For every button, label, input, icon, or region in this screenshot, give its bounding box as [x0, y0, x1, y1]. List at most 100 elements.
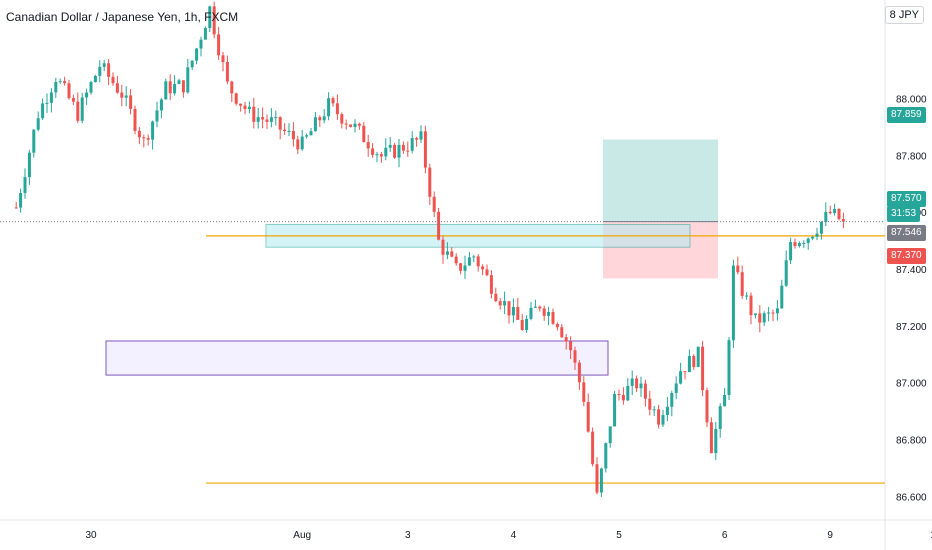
candle-body: [705, 390, 709, 423]
candle-body: [327, 98, 331, 117]
y-tick-label: 87.200: [896, 322, 927, 333]
candle-body: [723, 394, 727, 407]
y-tick-label: 87.000: [896, 379, 927, 390]
candle-body: [287, 130, 291, 132]
candle-body: [643, 383, 647, 399]
candle-body: [129, 95, 133, 109]
candle-body: [212, 6, 216, 35]
candle-body: [529, 307, 533, 319]
y-tick-label: 86.800: [896, 435, 927, 446]
candle-body: [604, 443, 608, 469]
candle-body: [49, 92, 53, 103]
x-tick-label: 30: [85, 530, 97, 541]
candle-body: [626, 385, 630, 401]
candle-body: [621, 395, 625, 401]
candle-body: [423, 131, 427, 168]
candle-body: [362, 125, 366, 143]
y-tick-label: 87.800: [896, 151, 927, 162]
candle-body: [415, 138, 419, 140]
candle-body: [573, 350, 577, 363]
entry-price-tag: 87.546: [887, 225, 926, 241]
candle-body: [124, 95, 128, 98]
candle-body: [432, 196, 436, 212]
candle-body: [58, 81, 62, 83]
candle-body: [793, 242, 797, 247]
candle-body: [586, 401, 590, 432]
candle-body: [753, 313, 757, 316]
candle-body: [718, 406, 722, 429]
stop-price-tag: 87.370: [887, 248, 926, 264]
candle-body: [727, 340, 731, 395]
candle-body: [173, 83, 177, 94]
candle-body: [300, 136, 304, 150]
candle-body: [441, 239, 445, 255]
candle-body: [230, 81, 234, 94]
candle-body: [648, 398, 652, 410]
candle-body: [243, 105, 247, 110]
candle-body: [657, 409, 661, 425]
candle-body: [76, 101, 80, 121]
candle-body: [498, 301, 502, 306]
candle-body: [32, 129, 36, 153]
candle-body: [278, 117, 282, 130]
candle-body: [41, 103, 45, 119]
candle-body: [146, 138, 150, 140]
candle-body: [503, 301, 507, 306]
x-tick-label: 6: [722, 530, 728, 541]
candle-body: [507, 301, 511, 316]
candle-body: [384, 147, 388, 157]
candle-body: [164, 81, 168, 100]
candle-body: [670, 393, 674, 407]
candle-body: [67, 83, 71, 99]
currency-button[interactable]: 8 JPY: [884, 6, 924, 24]
candle-body: [467, 257, 471, 266]
candle-body: [137, 130, 141, 138]
x-tick-label: 5: [616, 530, 622, 541]
candle-body: [296, 139, 300, 150]
candle-body: [797, 243, 801, 247]
candle-body: [815, 233, 819, 237]
candle-body: [437, 211, 441, 240]
candle-body: [269, 117, 273, 122]
support-zone: [105, 340, 609, 376]
candle-body: [599, 468, 603, 493]
candle-body: [195, 48, 199, 61]
candle-body: [283, 129, 287, 131]
candle-body: [353, 123, 357, 127]
current-price-tag: 87.570: [887, 191, 926, 207]
candle-body: [265, 119, 269, 122]
candle-body: [639, 383, 643, 389]
candle-body: [322, 116, 326, 121]
y-tick-label: 86.600: [896, 492, 927, 503]
candle-body: [494, 293, 498, 302]
candle-body: [476, 256, 480, 267]
candle-body: [340, 114, 344, 124]
candle-body: [454, 256, 458, 264]
candle-body: [630, 378, 634, 386]
candle-body: [261, 117, 265, 120]
candle-body: [806, 238, 810, 243]
candle-body: [745, 295, 749, 297]
candle-body: [305, 135, 309, 137]
candle-body: [511, 306, 515, 316]
candle-body: [379, 154, 383, 157]
candle-body: [357, 123, 361, 126]
candle-body: [142, 137, 146, 139]
y-tick-label: 87.400: [896, 265, 927, 276]
candle-body: [274, 117, 278, 119]
candle-body: [613, 393, 617, 427]
x-tick-label: Aug: [293, 530, 311, 541]
candle-body: [789, 242, 793, 261]
candle-body: [450, 251, 454, 257]
candle-body: [819, 222, 823, 234]
candle-body: [313, 117, 317, 132]
candle-body: [582, 382, 586, 402]
x-tick-label: 4: [511, 530, 517, 541]
candle-body: [401, 144, 405, 151]
candle-body: [428, 167, 432, 197]
candle-body: [731, 265, 735, 341]
candle-body: [111, 76, 115, 84]
candle-body: [366, 142, 370, 149]
candle-body: [547, 312, 551, 316]
